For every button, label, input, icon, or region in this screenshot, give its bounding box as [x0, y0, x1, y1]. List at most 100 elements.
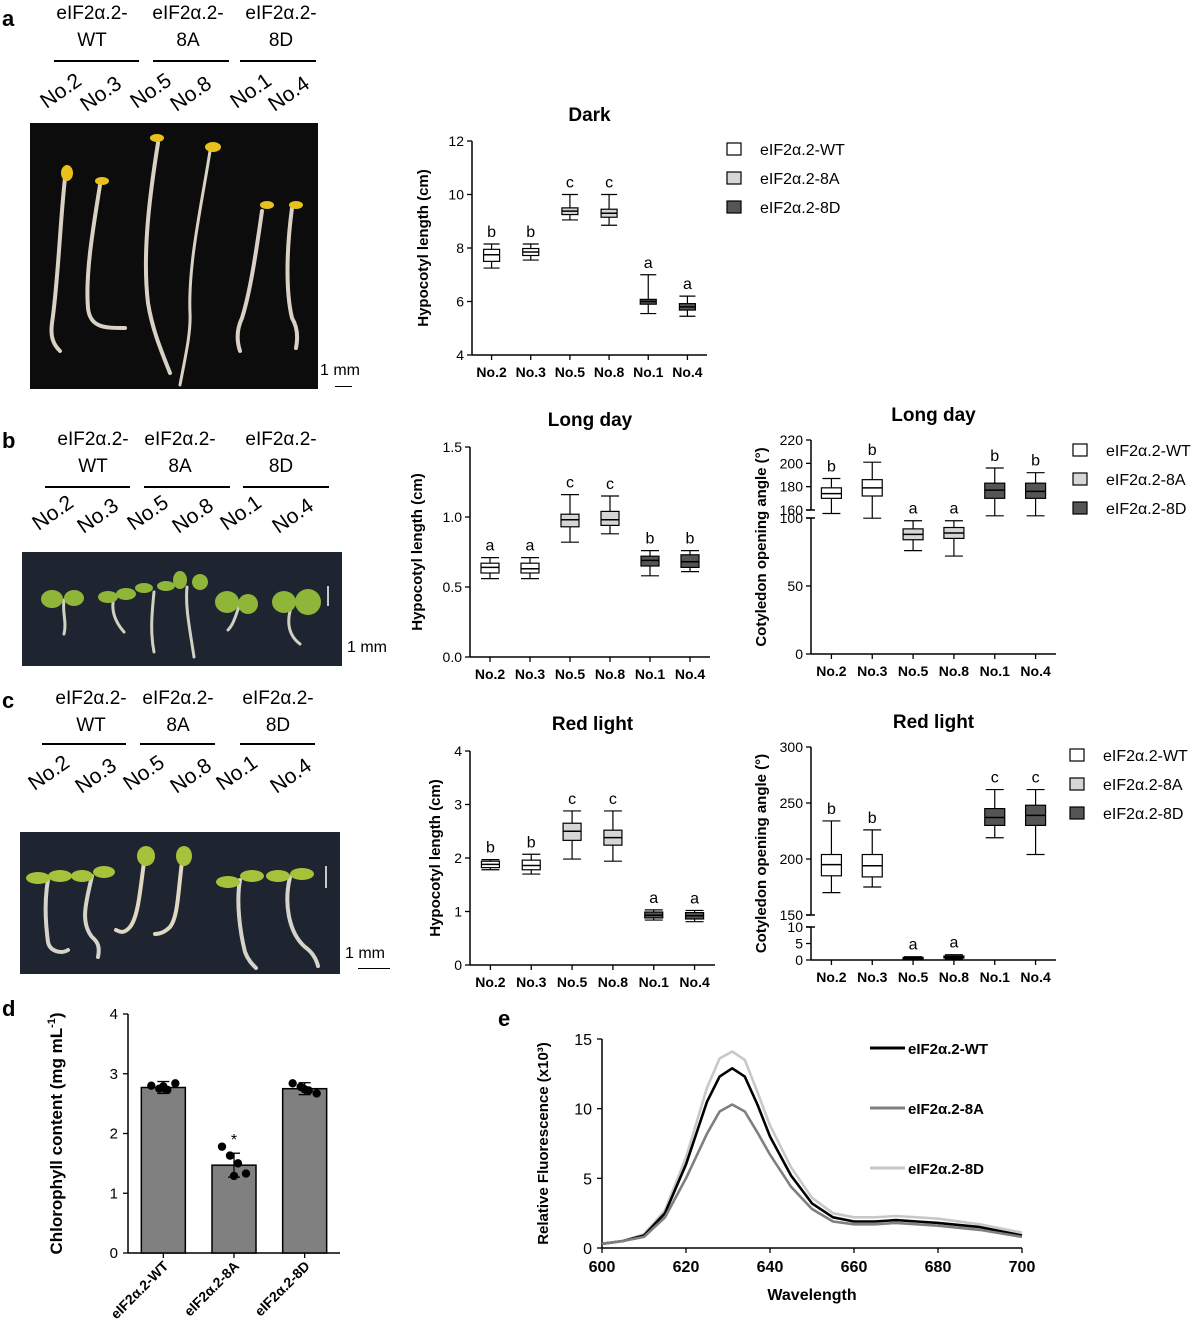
y-tick-label: 10 [787, 919, 803, 935]
genotype-label-8a: eIF2α.2- 8A [144, 429, 216, 477]
line-label: No.8 [166, 71, 216, 117]
data-point [171, 1079, 180, 1088]
x-tick-label: No.3 [857, 663, 888, 679]
x-tick-label: 700 [1009, 1259, 1036, 1276]
chart-title: Red light [893, 712, 975, 733]
y-tick-label: 5 [583, 1171, 592, 1188]
y-tick-label: 150 [780, 907, 804, 923]
x-tick-label: No.1 [635, 666, 666, 682]
y-tick-label: 0 [454, 957, 462, 973]
y-tick-label: 0 [795, 952, 803, 968]
significance-letter: b [686, 531, 695, 548]
significance-letter: b [827, 459, 836, 476]
genotype-underline [45, 486, 130, 488]
genotype-underline [42, 743, 126, 745]
legend-label: eIF2α.2-8A [1106, 472, 1186, 489]
y-tick-label: 12 [448, 133, 464, 149]
x-tick-label: No.4 [1020, 663, 1051, 679]
significance-letter: b [868, 442, 877, 459]
panel-letter-a: a [2, 6, 15, 31]
genotype-underline [240, 60, 316, 62]
significance-letter: a [949, 935, 958, 952]
genotype-label-wt: eIF2α.2- WT [55, 688, 127, 736]
line-label: No.1 [216, 490, 266, 536]
y-axis-label: Chlorophyll content (mg mL-1) [46, 1012, 66, 1254]
y-tick-label: 0 [110, 1245, 118, 1262]
y-tick-label: 4 [110, 1006, 118, 1023]
legend-label: eIF2α.2-8D [908, 1161, 984, 1178]
legend-label: eIF2α.2-8A [760, 171, 840, 188]
x-tick-label: No.8 [939, 663, 970, 679]
legend-label: eIF2α.2-8A [1103, 777, 1183, 794]
y-axis-label: Cotyledon opening angle (°) [753, 447, 770, 646]
data-point [300, 1085, 309, 1094]
legend-swatch [1069, 777, 1085, 791]
genotype-label-8d: eIF2α.2- 8D [245, 429, 317, 477]
y-tick-label: 15 [574, 1032, 592, 1049]
significance-letter: b [990, 448, 999, 465]
x-tick-label: No.8 [594, 364, 625, 380]
significance-letter: b [527, 834, 536, 851]
y-tick-label: 300 [780, 739, 804, 755]
legend-swatch [726, 142, 742, 156]
scale-bar-label: 1 mm [347, 639, 387, 656]
data-point [312, 1089, 321, 1098]
legend-label: eIF2α.2-8A [908, 1101, 984, 1118]
chart-long-day-cotyledon: 160 180 200 220 0 50 100 No.2 b No.3 b No.5 a No.8 a No… [753, 405, 1191, 679]
significance-letter: b [487, 224, 496, 241]
y-tick-label: 10 [574, 1102, 592, 1119]
significance-letter: c [568, 791, 576, 808]
x-tick-label: No.2 [816, 969, 847, 985]
significance-letter: a [909, 937, 918, 954]
x-tick-label: No.4 [1020, 969, 1051, 985]
y-tick-label: 0 [583, 1241, 592, 1258]
y-tick-label: 180 [780, 479, 804, 495]
significance-letter: a [949, 501, 958, 518]
significance-letter: a [683, 276, 692, 293]
line-label: No.1 [212, 750, 262, 796]
genotype-label-8d: eIF2α.2- 8D [245, 3, 317, 51]
y-tick-label: 250 [780, 795, 804, 811]
legend-label: eIF2α.2-WT [908, 1041, 988, 1058]
x-tick-label: 680 [925, 1259, 952, 1276]
genotype-label-wt: eIF2α.2- WT [56, 3, 128, 51]
significance-letter: c [1032, 770, 1040, 787]
y-tick-label: 2 [454, 850, 462, 866]
chart-relative-fluorescence: 0 5 10 15 600 620 640 660 680 700 eIF2α.2-WT eIF2α.… [535, 1032, 1036, 1304]
significance-letter: c [609, 791, 617, 808]
box [600, 510, 620, 527]
legend-swatch [1069, 748, 1085, 762]
y-tick-label: 0.0 [443, 649, 463, 665]
seedling-photo-long-day [22, 552, 342, 666]
significance-letter: a [909, 501, 918, 518]
y-tick-label: 50 [787, 578, 803, 594]
line-label: No.8 [166, 753, 216, 799]
genotype-underline [54, 60, 139, 62]
seedling-photo-dark [30, 123, 318, 389]
legend-swatch [1069, 806, 1085, 820]
x-tick-label: No.1 [639, 974, 670, 990]
significance-letter: a [649, 890, 658, 907]
x-tick-label: No.8 [595, 666, 626, 682]
significance-star: * [231, 1132, 237, 1149]
significance-letter: a [526, 538, 535, 555]
line-label: No.5 [123, 490, 173, 536]
x-tick-label: No.4 [672, 364, 703, 380]
x-tick-label: No.2 [475, 666, 506, 682]
chart-long-day-hypocotyl: 0.0 0.5 1.0 1.5 No.2 a No.3 a No.5 c No.8 c No.1 b No.… [409, 410, 710, 682]
series-line [601, 1050, 1023, 1246]
legend-swatch [1072, 472, 1088, 486]
x-tick-label: No.3 [515, 666, 546, 682]
x-tick-label: 620 [673, 1259, 700, 1276]
scale-bar [358, 968, 390, 969]
y-tick-label: 3 [454, 797, 462, 813]
legend-label: eIF2α.2-WT [760, 142, 845, 159]
line-label: No.8 [168, 493, 218, 539]
legend-label: eIF2α.2-WT [1106, 443, 1191, 460]
significance-letter: b [827, 801, 836, 818]
x-tick-label: No.5 [555, 666, 586, 682]
x-tick-label: No.1 [633, 364, 664, 380]
data-point [229, 1171, 239, 1181]
x-tick-label: 640 [757, 1259, 784, 1276]
x-tick-label: 660 [841, 1259, 868, 1276]
